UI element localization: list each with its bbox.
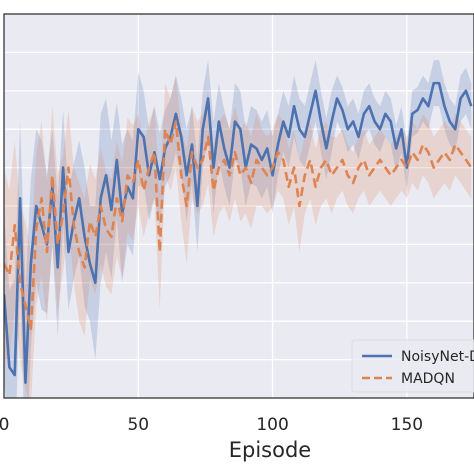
series-line-1 xyxy=(4,120,473,331)
x-axis-label: Episode xyxy=(229,438,311,462)
legend-box xyxy=(351,339,474,393)
legend-label-1: MADQN xyxy=(401,371,455,387)
series-group xyxy=(4,60,473,398)
x-tick-label: 100 xyxy=(256,415,288,435)
x-tick-label: 50 xyxy=(127,415,149,435)
series-line-0 xyxy=(4,81,473,384)
plot-border xyxy=(3,13,474,399)
confidence-band-1 xyxy=(4,75,472,398)
x-tick-label: 150 xyxy=(391,415,423,435)
legend-label-0: NoisyNet-DQN xyxy=(401,349,474,365)
legend: NoisyNet-DQN MADQN xyxy=(351,339,474,393)
axis-layer: 0 50 100 150 Episode xyxy=(0,415,423,462)
confidence-band-0 xyxy=(4,60,472,398)
x-tick-label: 0 xyxy=(0,415,9,435)
plot-area xyxy=(3,13,474,399)
